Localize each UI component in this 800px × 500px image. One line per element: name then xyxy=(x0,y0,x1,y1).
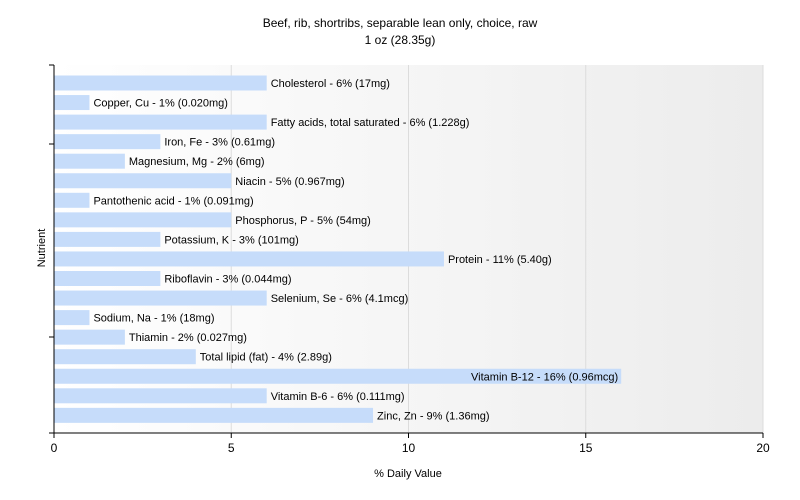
bar-label: Niacin - 5% (0.967mg) xyxy=(235,176,344,188)
bar-label: Vitamin B-6 - 6% (0.111mg) xyxy=(271,391,405,403)
bar xyxy=(54,153,125,169)
bar-label: Selenium, Se - 6% (4.1mcg) xyxy=(271,293,409,305)
bar xyxy=(54,134,161,150)
bar xyxy=(54,271,161,286)
x-axis-label: % Daily Value xyxy=(374,468,442,480)
bar-label: Magnesium, Mg - 2% (6mg) xyxy=(129,156,265,168)
bar-label: Zinc, Zn - 9% (1.36mg) xyxy=(377,410,489,422)
bar xyxy=(54,407,374,423)
bar xyxy=(54,290,267,306)
chart-subtitle: 1 oz (28.35g) xyxy=(364,33,436,47)
bar-label: Potassium, K - 3% (101mg) xyxy=(164,234,299,246)
x-tick-labels: 0 5 10 15 20 xyxy=(51,441,770,455)
bar xyxy=(54,212,232,228)
chart-title: Beef, rib, shortribs, separable lean onl… xyxy=(262,16,538,30)
x-tick-label: 10 xyxy=(402,441,416,455)
bar-label: Vitamin B-12 - 16% (0.96mcg) xyxy=(471,371,618,383)
x-tick-label: 20 xyxy=(756,441,770,455)
bar xyxy=(54,329,125,345)
bar xyxy=(54,310,90,326)
bar xyxy=(54,192,90,208)
bar-label: Fatty acids, total saturated - 6% (1.228… xyxy=(271,117,470,129)
bar-label: Thiamin - 2% (0.027mg) xyxy=(129,332,247,344)
y-axis-label: Nutrient xyxy=(36,229,48,268)
bar xyxy=(54,251,444,267)
bar-label: Riboflavin - 3% (0.044mg) xyxy=(164,274,291,286)
bar xyxy=(54,114,267,130)
bar xyxy=(54,231,161,247)
bar-label: Pantothenic acid - 1% (0.091mg) xyxy=(93,195,253,207)
x-tick-label: 0 xyxy=(51,441,58,455)
bar xyxy=(54,349,196,365)
bars: Cholesterol - 6% (17mg) Copper, Cu - 1% (… xyxy=(54,75,622,423)
bar xyxy=(54,75,267,91)
bar xyxy=(54,173,232,189)
x-tick-label: 15 xyxy=(579,441,593,455)
bar xyxy=(54,388,267,404)
bar xyxy=(54,95,90,111)
axes xyxy=(49,64,764,438)
bar-label: Cholesterol - 6% (17mg) xyxy=(271,78,390,90)
bar-label: Sodium, Na - 1% (18mg) xyxy=(93,313,214,325)
bar xyxy=(54,368,622,384)
bar-label: Total lipid (fat) - 4% (2.89g) xyxy=(200,352,332,364)
bar-label: Phosphorus, P - 5% (54mg) xyxy=(235,215,371,227)
bar-label: Iron, Fe - 3% (0.61mg) xyxy=(164,137,275,149)
bar-label: Copper, Cu - 1% (0.020mg) xyxy=(93,98,228,110)
bar-label: Protein - 11% (5.40g) xyxy=(448,254,552,266)
x-tick-label: 5 xyxy=(228,441,235,455)
